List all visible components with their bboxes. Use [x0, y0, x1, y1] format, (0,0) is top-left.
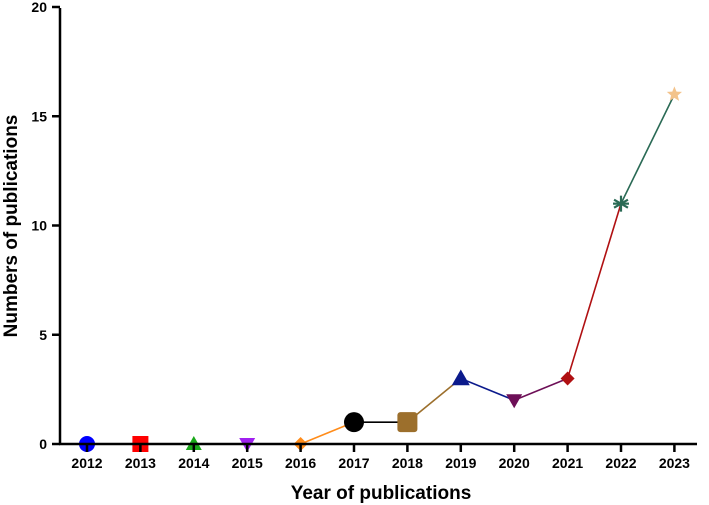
line-segment — [620, 94, 676, 205]
x-tick-label: 2014 — [178, 455, 209, 471]
data-point-asterisk — [613, 195, 629, 212]
x-axis-ticks: 2012 2013 2014 2015 2016 2017 2018 2019 2020 2021… — [71, 444, 690, 471]
line-segment — [566, 203, 622, 379]
data-point-circle — [344, 412, 364, 433]
x-axis-title: Year of publications — [291, 483, 472, 504]
x-tick-label: 2020 — [499, 455, 530, 471]
data-point-triangle-down — [506, 394, 523, 409]
y-tick-label: 5 — [39, 327, 47, 343]
y-tick-label: 15 — [31, 108, 47, 124]
x-tick-label: 2013 — [125, 455, 156, 471]
y-axis-ticks: 0 5 10 15 20 — [31, 0, 60, 452]
x-tick-label: 2023 — [659, 455, 690, 471]
line-segment — [513, 377, 568, 402]
x-tick-label: 2012 — [71, 455, 102, 471]
data-point-star — [666, 86, 682, 101]
line-segment — [460, 377, 515, 402]
x-tick-label: 2021 — [552, 455, 583, 471]
data-point-rounded-square — [397, 412, 418, 433]
x-tick-label: 2022 — [605, 455, 636, 471]
data-markers — [79, 86, 682, 452]
x-tick-label: 2017 — [338, 455, 369, 471]
x-tick-label: 2015 — [232, 455, 263, 471]
y-tick-label: 10 — [31, 218, 47, 234]
y-tick-label: 20 — [31, 0, 47, 15]
y-tick-label: 0 — [39, 436, 47, 452]
x-tick-label: 2018 — [392, 455, 423, 471]
data-point-diamond — [560, 371, 575, 386]
axes — [58, 8, 697, 446]
x-tick-label: 2016 — [285, 455, 316, 471]
x-tick-label: 2019 — [445, 455, 476, 471]
y-axis-title: Numbers of publications — [1, 115, 22, 338]
series-line-segments — [87, 94, 676, 445]
data-point-triangle-up — [451, 369, 470, 386]
